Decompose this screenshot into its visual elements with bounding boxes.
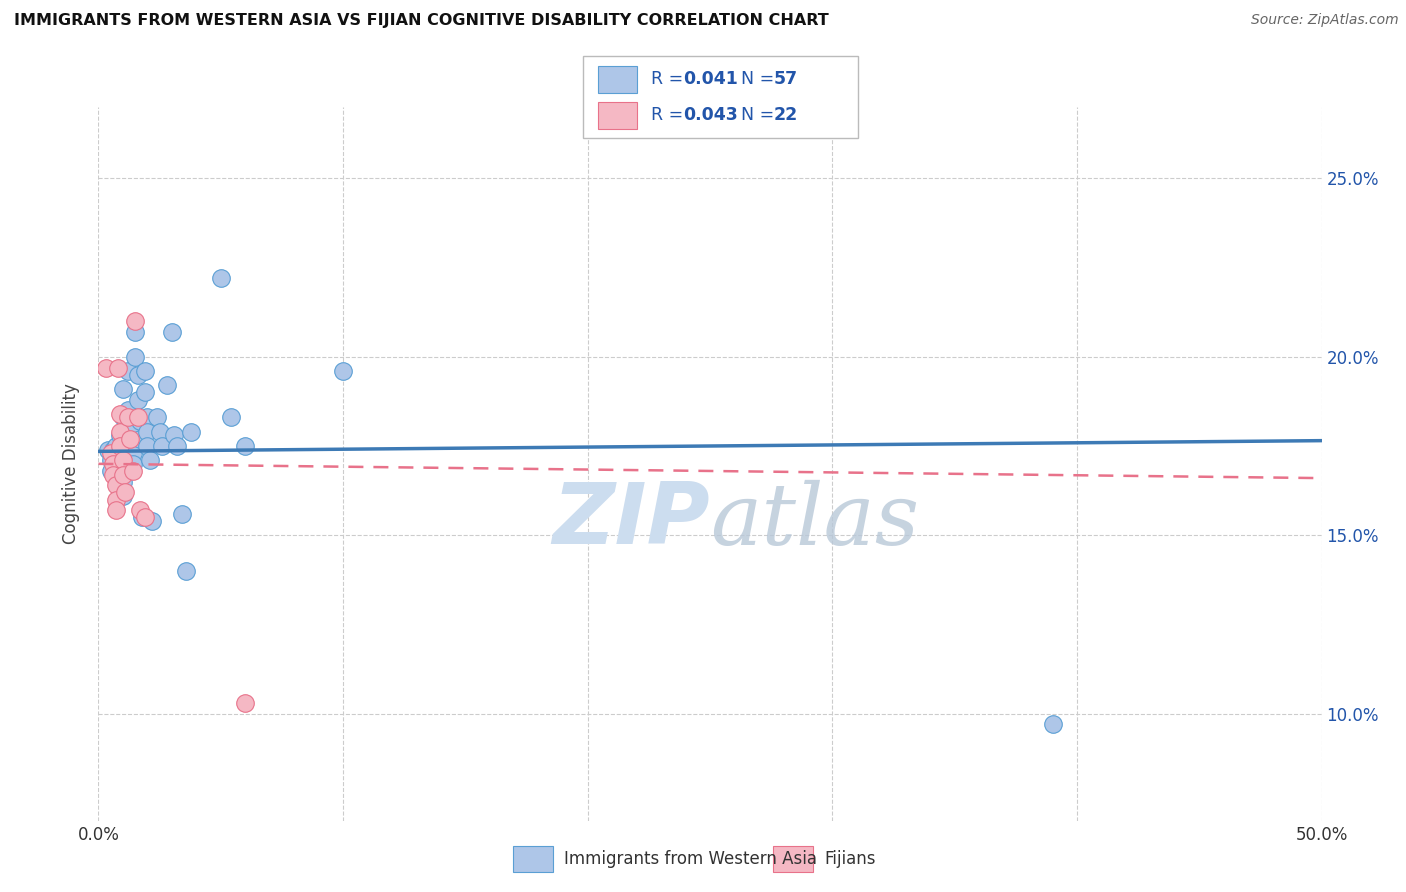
Point: [110, 475, 132, 489]
Point: [110, 425, 132, 439]
Text: atlas: atlas: [710, 480, 920, 562]
Point: [104, 503, 127, 517]
Text: 0.041: 0.041: [683, 70, 738, 88]
Point: [209, 271, 232, 285]
Point: [136, 410, 159, 425]
Point: [127, 392, 149, 407]
Point: [146, 410, 169, 425]
Point: [233, 439, 256, 453]
Point: [129, 414, 152, 428]
Text: N =: N =: [741, 106, 780, 124]
Point: [94, 360, 117, 375]
Point: [100, 453, 122, 467]
Point: [107, 360, 129, 375]
Point: [97, 442, 120, 457]
Point: [124, 314, 146, 328]
Point: [104, 439, 127, 453]
Point: [170, 507, 193, 521]
Text: N =: N =: [741, 70, 780, 88]
Point: [101, 467, 124, 482]
Point: [107, 471, 129, 485]
Point: [127, 410, 149, 425]
Point: [120, 435, 142, 450]
Text: Source: ZipAtlas.com: Source: ZipAtlas.com: [1251, 13, 1399, 28]
Y-axis label: Cognitive Disability: Cognitive Disability: [62, 384, 80, 544]
Point: [111, 382, 134, 396]
Point: [219, 410, 242, 425]
Point: [107, 450, 129, 464]
Text: R =: R =: [651, 106, 689, 124]
Point: [1042, 717, 1064, 731]
Point: [100, 446, 122, 460]
Point: [101, 457, 124, 471]
Text: 0.043: 0.043: [683, 106, 738, 124]
Point: [121, 457, 143, 471]
Point: [117, 403, 139, 417]
Point: [110, 407, 132, 421]
Point: [129, 432, 152, 446]
Point: [111, 446, 134, 460]
Point: [166, 439, 188, 453]
Point: [110, 428, 132, 442]
Point: [100, 464, 122, 478]
Point: [150, 439, 173, 453]
Point: [110, 442, 132, 457]
Point: [233, 696, 256, 710]
Point: [117, 364, 139, 378]
Point: [121, 446, 143, 460]
Text: ZIP: ZIP: [553, 479, 710, 563]
Point: [110, 439, 132, 453]
Text: Immigrants from Western Asia: Immigrants from Western Asia: [564, 850, 817, 868]
Point: [114, 450, 136, 464]
Point: [163, 428, 186, 442]
Point: [139, 453, 162, 467]
Text: 22: 22: [773, 106, 797, 124]
Point: [104, 478, 127, 492]
Point: [114, 439, 136, 453]
Point: [111, 457, 134, 471]
Text: R =: R =: [651, 70, 689, 88]
Point: [111, 489, 134, 503]
Point: [111, 432, 134, 446]
Point: [176, 564, 198, 578]
Point: [149, 425, 172, 439]
Point: [124, 350, 146, 364]
Point: [134, 364, 156, 378]
Point: [114, 485, 136, 500]
Point: [134, 510, 156, 524]
Text: IMMIGRANTS FROM WESTERN ASIA VS FIJIAN COGNITIVE DISABILITY CORRELATION CHART: IMMIGRANTS FROM WESTERN ASIA VS FIJIAN C…: [14, 13, 828, 29]
Point: [180, 425, 202, 439]
Point: [104, 492, 127, 507]
Point: [124, 325, 146, 339]
Point: [141, 514, 163, 528]
Point: [117, 410, 139, 425]
Point: [120, 421, 142, 435]
Point: [110, 464, 132, 478]
Point: [332, 364, 354, 378]
Point: [111, 410, 134, 425]
Point: [160, 325, 183, 339]
Point: [127, 368, 149, 382]
Point: [104, 460, 127, 475]
Point: [111, 453, 134, 467]
Point: [156, 378, 179, 392]
Point: [110, 453, 132, 467]
Point: [129, 503, 152, 517]
Point: [121, 464, 143, 478]
Point: [136, 439, 159, 453]
Point: [131, 510, 153, 524]
Point: [111, 467, 134, 482]
Point: [134, 385, 156, 400]
Point: [120, 432, 142, 446]
Point: [101, 442, 124, 457]
Text: 57: 57: [773, 70, 797, 88]
Text: Fijians: Fijians: [824, 850, 876, 868]
Point: [111, 475, 134, 489]
Point: [136, 425, 159, 439]
